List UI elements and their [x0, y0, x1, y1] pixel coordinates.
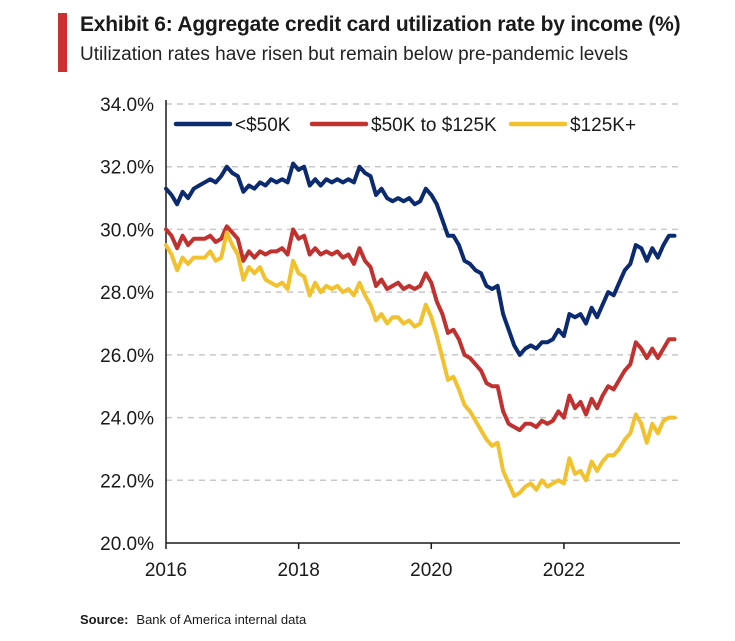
source-label: Source: [80, 612, 129, 627]
x-tick-label: 2018 [278, 560, 320, 581]
legend-label: $125K+ [570, 115, 636, 136]
y-tick-label: 32.0% [100, 158, 154, 179]
chart-title: Exhibit 6: Aggregate credit card utiliza… [80, 13, 681, 36]
y-tick-label: 34.0% [100, 95, 154, 116]
source-note: Source: Bank of America internal data [80, 612, 306, 627]
legend-label: <$50K [235, 115, 291, 136]
line-chart: 20.0% 22.0% 24.0% 26.0% 28.0% 30.0% 32.0% 34.0%… [100, 95, 680, 581]
y-tick-label: 24.0% [100, 409, 154, 430]
chart-subtitle: Utilization rates have risen but remain … [80, 44, 629, 65]
y-tick-label: 28.0% [100, 283, 154, 304]
title-accent-bar [58, 13, 67, 72]
y-tick-label: 22.0% [100, 471, 154, 492]
series-line-0 [164, 161, 677, 357]
series-line-1 [164, 224, 677, 433]
legend-label: $50K to $125K [371, 115, 497, 136]
x-tick-label: 2020 [410, 560, 452, 581]
y-tick-label: 26.0% [100, 346, 154, 367]
x-tick-label: 2016 [145, 560, 187, 581]
source-text: Bank of America internal data [136, 612, 307, 627]
y-tick-label: 30.0% [100, 220, 154, 241]
series-line-2 [164, 230, 677, 498]
y-tick-label: 20.0% [100, 534, 154, 555]
x-tick-label: 2022 [543, 560, 585, 581]
